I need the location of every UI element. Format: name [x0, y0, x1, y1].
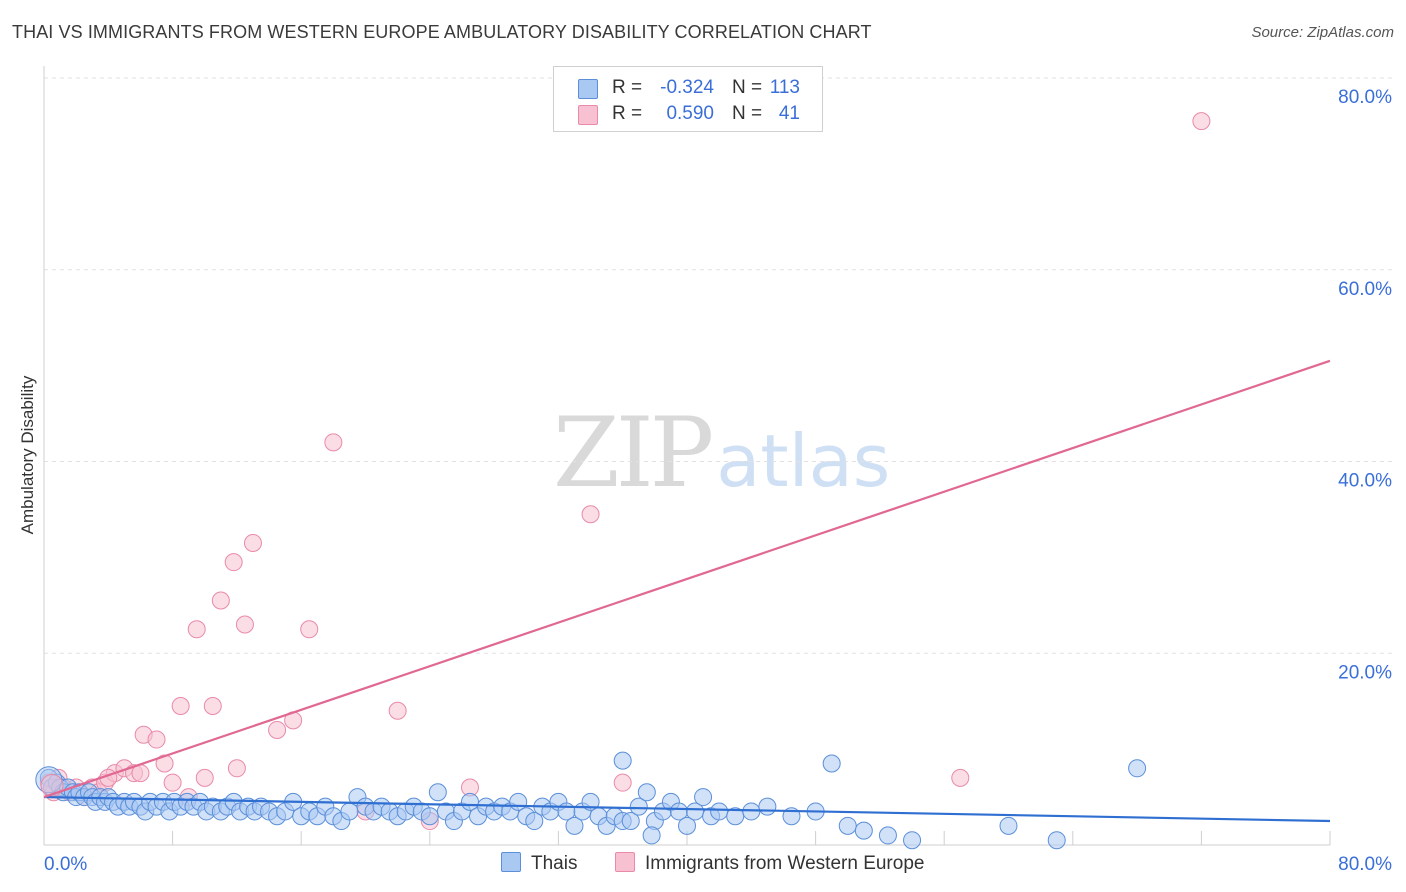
point-thais: [642, 826, 661, 845]
point-western-europe: [235, 615, 254, 634]
point-western-europe: [388, 701, 407, 720]
point-thais: [838, 816, 857, 835]
point-thais: [678, 816, 696, 835]
point-thais: [758, 797, 777, 816]
point-thais: [565, 816, 584, 835]
point-thais: [694, 788, 713, 807]
point-thais: [420, 807, 439, 826]
point-western-europe: [224, 553, 243, 572]
x-tick-label: 0.0%: [44, 854, 87, 875]
point-western-europe: [300, 620, 319, 639]
legend-n-value-thais: 113: [769, 77, 800, 98]
legend-r-value-thais: -0.324: [660, 77, 714, 98]
point-thais: [637, 783, 656, 802]
point-thais: [621, 812, 640, 831]
point-western-europe: [1192, 112, 1211, 131]
legend-n-label: N =: [732, 77, 763, 98]
bottom-legend-thais: Thais: [501, 852, 577, 875]
point-thais: [1128, 759, 1147, 778]
chart-title: THAI VS IMMIGRANTS FROM WESTERN EUROPE A…: [12, 22, 872, 42]
point-thais: [428, 783, 447, 802]
point-western-europe: [324, 433, 343, 452]
legend-r-value-western-europe: 0.590: [666, 103, 714, 124]
point-thais: [629, 797, 648, 816]
legend-n-value-western-europe: 41: [778, 103, 800, 124]
point-thais: [878, 826, 897, 845]
trend-line-western-europe: [43, 359, 1331, 799]
point-thais: [525, 812, 544, 831]
bottom-legend-swatch-thais: [501, 852, 521, 872]
point-western-europe: [951, 768, 970, 787]
legend-n-label: N =: [732, 103, 763, 124]
point-thais: [999, 816, 1018, 835]
y-tick-label: 40.0%: [1338, 471, 1392, 492]
point-western-europe: [187, 620, 206, 639]
bottom-legend-swatch-western-europe: [615, 852, 635, 872]
point-thais: [710, 802, 729, 821]
y-axis-label: Ambulatory Disability: [18, 375, 37, 535]
bottom-legend-label-thais: Thais: [531, 853, 578, 874]
y-tick-label: 20.0%: [1338, 662, 1392, 683]
legend-r-label: R =: [612, 103, 643, 124]
point-western-europe: [147, 730, 166, 749]
point-western-europe: [613, 773, 632, 792]
y-tick-label: 80.0%: [1338, 87, 1392, 108]
point-western-europe: [163, 773, 182, 792]
source-credit: Source: ZipAtlas.com: [1251, 24, 1394, 41]
point-thais: [613, 751, 632, 770]
bottom-legend-western-europe: Immigrants from Western Europe: [615, 852, 924, 875]
point-western-europe: [227, 759, 246, 778]
bottom-legend-label-western-europe: Immigrants from Western Europe: [645, 853, 925, 874]
legend-r-label: R =: [612, 77, 643, 98]
point-western-europe: [268, 720, 287, 739]
point-western-europe: [243, 533, 262, 552]
legend-swatch-western-europe: [578, 105, 598, 125]
y-tick-label: 60.0%: [1338, 279, 1392, 300]
point-western-europe: [171, 696, 190, 715]
trend-line-thais: [43, 795, 1331, 823]
point-western-europe: [581, 505, 600, 524]
point-thais: [903, 831, 922, 850]
legend-row-thais: R = -0.324 N = 113: [554, 75, 822, 101]
point-thais: [1047, 831, 1066, 850]
point-western-europe: [211, 591, 230, 610]
point-thais: [854, 821, 873, 840]
watermark-zip: ZIP: [553, 397, 714, 509]
point-western-europe: [203, 696, 222, 715]
point-thais: [822, 754, 841, 773]
correlation-legend: R = -0.324 N = 113 R = 0.590 N = 41: [553, 66, 823, 132]
legend-row-western-europe: R = 0.590 N = 41: [554, 101, 822, 127]
legend-swatch-thais: [578, 79, 598, 99]
x-tick-label: 80.0%: [1338, 854, 1392, 875]
point-western-europe: [195, 768, 214, 787]
